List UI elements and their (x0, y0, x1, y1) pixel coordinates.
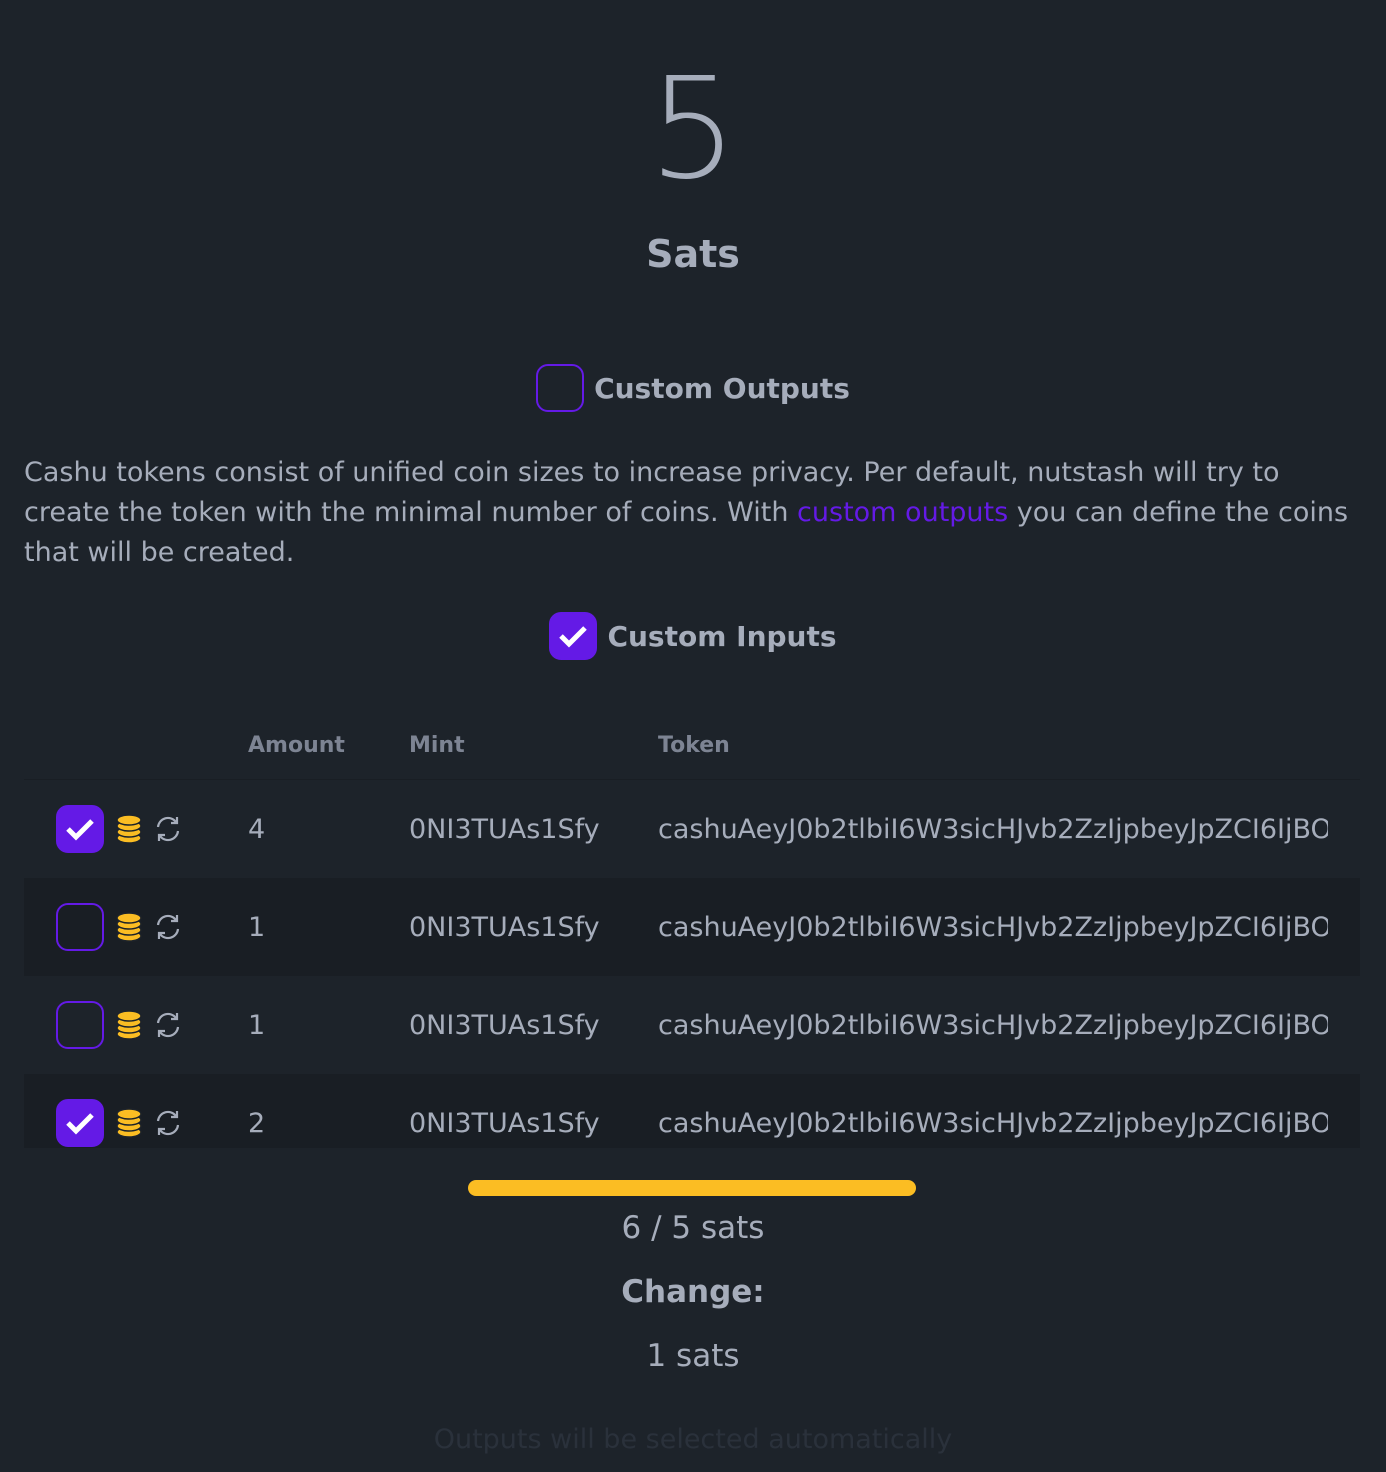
refresh-icon[interactable] (154, 1109, 182, 1137)
check-icon (66, 1113, 94, 1135)
row-amount: 2 (248, 1107, 266, 1139)
check-icon (559, 626, 588, 648)
inputs-table: Amount Mint Token 4 0NI3TUAs1Sfy cashuAe… (24, 712, 1360, 1148)
row-checkbox[interactable] (56, 1099, 104, 1147)
custom-outputs-checkbox[interactable] (536, 364, 585, 412)
row-mint: 0NI3TUAs1Sfy (409, 813, 600, 845)
amount-display: 5 (648, 48, 738, 211)
row-checkbox[interactable] (56, 1001, 104, 1049)
selected-total: 6 / 5 sats (621, 1210, 765, 1246)
header-mint: Mint (409, 733, 465, 758)
row-token[interactable]: cashuAeyJ0b2tlbiI6W3sicHJvb2ZzIjpbeyJpZC… (658, 813, 1328, 845)
table-row: 1 0NI3TUAs1Sfy cashuAeyJ0b2tlbiI6W3sicHJ… (24, 878, 1360, 976)
custom-inputs-checkbox[interactable] (549, 612, 598, 660)
row-mint: 0NI3TUAs1Sfy (409, 911, 600, 943)
row-mint: 0NI3TUAs1Sfy (409, 1107, 600, 1139)
check-icon (66, 819, 94, 841)
description-text-end: you can define the coins that will be cr… (24, 497, 1349, 568)
footer-note: Outputs will be selected automatically (433, 1424, 953, 1455)
row-token[interactable]: cashuAeyJ0b2tlbiI6W3sicHJvb2ZzIjpbeyJpZC… (658, 911, 1328, 943)
header-token: Token (658, 733, 730, 758)
coins-icon (116, 912, 142, 942)
description-text: Cashu tokens consist of unified coin siz… (24, 457, 1280, 528)
change-label: Change: (621, 1274, 765, 1310)
row-amount: 1 (248, 1009, 266, 1041)
refresh-icon[interactable] (154, 913, 182, 941)
custom-inputs-toggle[interactable]: Custom Inputs (0, 612, 1386, 660)
row-checkbox[interactable] (56, 805, 104, 853)
custom-outputs-toggle[interactable]: Custom Outputs (0, 364, 1386, 412)
coins-icon (116, 814, 142, 844)
table-row: 1 0NI3TUAs1Sfy cashuAeyJ0b2tlbiI6W3sicHJ… (24, 976, 1360, 1074)
table-row: 2 0NI3TUAs1Sfy cashuAeyJ0b2tlbiI6W3sicHJ… (24, 1074, 1360, 1148)
refresh-icon[interactable] (154, 1011, 182, 1039)
row-token[interactable]: cashuAeyJ0b2tlbiI6W3sicHJvb2ZzIjpbeyJpZC… (658, 1107, 1328, 1139)
table-header: Amount Mint Token (24, 712, 1360, 780)
progress-bar (468, 1180, 916, 1196)
table-row: 4 0NI3TUAs1Sfy cashuAeyJ0b2tlbiI6W3sicHJ… (24, 780, 1360, 878)
coins-icon (116, 1108, 142, 1138)
description: Cashu tokens consist of unified coin siz… (24, 453, 1364, 573)
header-amount: Amount (248, 733, 345, 758)
coins-icon (116, 1010, 142, 1040)
row-mint: 0NI3TUAs1Sfy (409, 1009, 600, 1041)
row-amount: 1 (248, 911, 266, 943)
refresh-icon[interactable] (154, 815, 182, 843)
custom-outputs-label: Custom Outputs (594, 371, 850, 405)
unit-label: Sats (646, 232, 740, 276)
custom-inputs-label: Custom Inputs (607, 619, 837, 653)
custom-outputs-link[interactable]: custom outputs (797, 497, 1009, 528)
change-value: 1 sats (646, 1338, 740, 1374)
row-token[interactable]: cashuAeyJ0b2tlbiI6W3sicHJvb2ZzIjpbeyJpZC… (658, 1009, 1328, 1041)
row-amount: 4 (248, 813, 266, 845)
row-checkbox[interactable] (56, 903, 104, 951)
